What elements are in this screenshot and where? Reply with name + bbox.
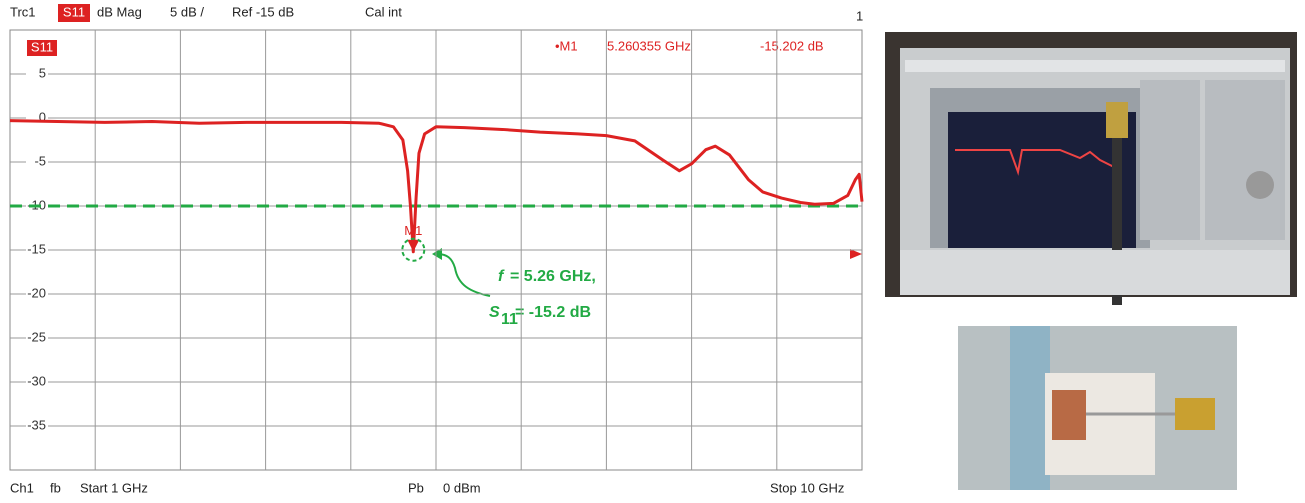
ref-indicator	[850, 249, 862, 259]
marker-level: -15.202 dB	[760, 38, 824, 53]
y-tick-label: -35	[27, 417, 46, 432]
y-tick-label: -15	[27, 241, 46, 256]
y-tick-label-bg	[26, 331, 48, 345]
header-num: 1	[856, 8, 863, 23]
y-tick-label-bg	[26, 243, 48, 257]
y-tick-label: -25	[27, 329, 46, 344]
y-tick-label: -20	[27, 285, 46, 300]
y-tick-label-bg	[26, 375, 48, 389]
footer-start: Start 1 GHz	[80, 480, 148, 495]
y-tick-label: -30	[27, 373, 46, 388]
y-tick-label: 0	[39, 109, 46, 124]
annotation-f: f	[498, 268, 505, 285]
footer-mode: fb	[50, 480, 61, 495]
footer-channel: Ch1	[10, 480, 34, 495]
param-box	[58, 4, 90, 22]
trace	[9, 119, 864, 254]
y-tick-label-bg	[26, 419, 48, 433]
annotation-arrow	[436, 253, 491, 297]
trace-label-box	[27, 40, 57, 56]
marker-triangle	[407, 239, 420, 252]
footer-power-label: Pb	[408, 480, 424, 495]
annotation-f-text: = 5.26 GHz,	[510, 268, 596, 285]
marker-label: •M1	[555, 38, 578, 53]
marker-highlight	[401, 237, 426, 262]
y-tick-label: 5	[39, 65, 46, 80]
y-tick-label: -5	[34, 153, 46, 168]
y-tick-label-bg	[26, 67, 48, 81]
annotation-arrowhead	[432, 248, 442, 260]
photo-antenna	[958, 326, 1237, 490]
header-scale: 5 dB /	[170, 4, 204, 19]
y-tick-label-bg	[26, 287, 48, 301]
header-param: S11	[63, 4, 85, 19]
marker-name: M1	[404, 223, 422, 238]
y-tick-label-bg	[26, 155, 48, 169]
annotation-s-sub: 11	[501, 311, 518, 328]
marker-freq: 5.260355 GHz	[607, 38, 691, 53]
footer-power: 0 dBm	[443, 480, 481, 495]
photo-vna	[885, 32, 1297, 305]
header-cal: Cal int	[365, 4, 402, 19]
trace-label: S11	[31, 39, 53, 54]
annotation-s-text: = -15.2 dB	[515, 304, 591, 321]
header-ref: Ref -15 dB	[232, 4, 294, 19]
footer-stop: Stop 10 GHz	[770, 480, 844, 495]
annotation-s: S	[489, 304, 500, 321]
header-trace: Trc1	[10, 4, 36, 19]
header-format: dB Mag	[97, 4, 142, 19]
